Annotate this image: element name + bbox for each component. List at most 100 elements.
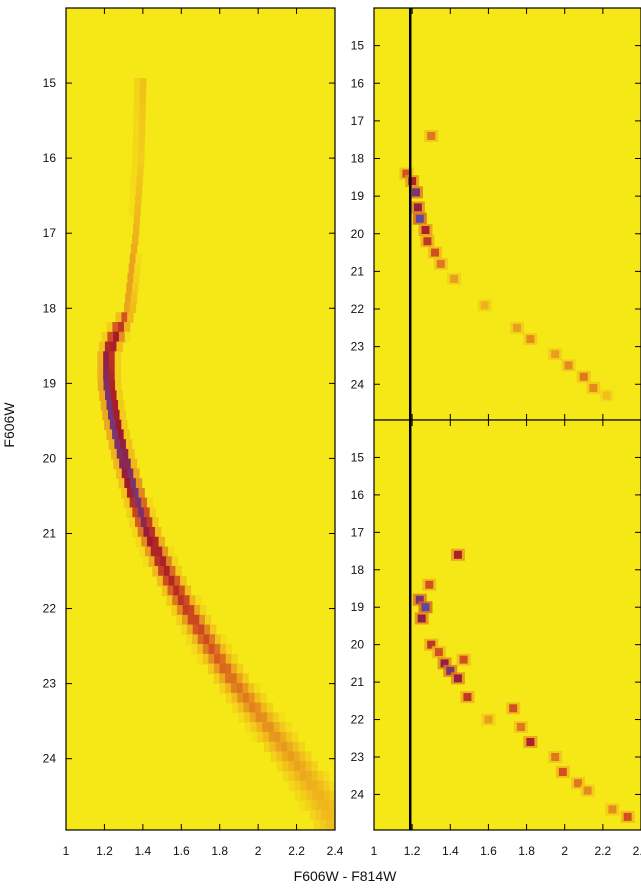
density-cell (108, 370, 116, 382)
density-cell (286, 731, 293, 743)
density-cell (564, 361, 573, 370)
density-cell (130, 175, 138, 187)
density-cell (131, 526, 139, 538)
y-tick-label: 23 (351, 750, 365, 764)
density-cell (280, 731, 287, 743)
density-cell (310, 800, 318, 811)
density-cell (113, 458, 120, 470)
density-cell (213, 663, 221, 675)
density-cell (171, 556, 179, 567)
y-tick-label: 22 (43, 602, 57, 616)
density-cell (202, 653, 209, 665)
density-cell (116, 468, 123, 479)
density-cell (123, 322, 131, 333)
density-cell (161, 585, 169, 597)
y-tick-label: 18 (351, 563, 365, 577)
density-cell (220, 634, 228, 645)
panel-top-right: 15 16 17 18 19 20 21 22 23 24 (351, 7, 641, 421)
density-cell (279, 722, 286, 733)
density-cell (129, 302, 137, 314)
density-cell (214, 653, 221, 665)
density-cell (402, 169, 411, 178)
density-cell (135, 253, 142, 265)
density-cell (298, 741, 305, 753)
density-cell (231, 653, 238, 665)
density-cell (114, 370, 122, 382)
density-cell (203, 634, 210, 645)
density-cell (152, 536, 160, 548)
density-cell (436, 259, 445, 268)
density-cell (415, 214, 424, 223)
density-cell (121, 487, 128, 499)
density-cell (225, 653, 233, 665)
density-cell (134, 204, 141, 216)
density-cell (135, 195, 142, 206)
plot-background (374, 420, 641, 830)
density-cell (152, 566, 159, 577)
density-cell (463, 693, 472, 702)
density-cell (130, 292, 138, 304)
density-cell (140, 517, 148, 528)
density-cell (139, 107, 146, 118)
density-cell (103, 380, 110, 392)
density-cell (129, 517, 136, 528)
density-cell (453, 550, 462, 559)
density-cell (125, 292, 132, 304)
density-cell (551, 752, 560, 761)
density-cell (244, 722, 252, 733)
density-cell (121, 312, 128, 323)
density-cell (311, 761, 318, 772)
density-cell (205, 614, 212, 626)
density-cell (513, 323, 522, 332)
density-cell (623, 812, 632, 821)
density-cell (179, 585, 186, 597)
density-cell (138, 136, 145, 148)
density-cell (299, 751, 306, 762)
density-cell (106, 429, 113, 440)
density-cell (526, 335, 535, 344)
density-cell (322, 800, 329, 811)
y-tick-label: 16 (43, 151, 57, 165)
density-cell (251, 731, 258, 743)
density-cell (103, 361, 110, 372)
density-cell (132, 507, 139, 519)
density-cell (312, 790, 319, 802)
density-cell (152, 517, 159, 528)
density-cell (319, 819, 327, 830)
plot-frame (373, 419, 641, 831)
density-cell (110, 448, 118, 460)
density-cell (129, 253, 137, 265)
density-cell (168, 575, 175, 587)
density-cell (446, 666, 455, 675)
density-cell (143, 507, 151, 519)
density-cell (104, 341, 112, 353)
density-cell (236, 683, 244, 694)
density-cell (415, 595, 424, 604)
density-cell (305, 751, 312, 762)
density-cell (133, 273, 140, 284)
density-cell (118, 478, 125, 489)
y-tick-label: 21 (43, 526, 57, 540)
density-cell (115, 312, 122, 323)
density-cell (344, 810, 350, 821)
density-cell (146, 517, 153, 528)
density-cell (328, 800, 335, 811)
y-tick-label: 16 (351, 488, 365, 502)
density-cell (127, 468, 134, 479)
density-cell (192, 624, 200, 636)
y-tick-label: 17 (351, 525, 365, 539)
density-cell (238, 712, 245, 723)
density-cell (602, 391, 611, 400)
density-cell (138, 146, 145, 157)
density-cell (116, 390, 123, 401)
density-cell (249, 702, 256, 714)
density-cell (317, 780, 325, 792)
density-cell (551, 350, 560, 359)
density-cell (175, 566, 182, 577)
x-tick-label: 1.4 (135, 844, 152, 858)
density-cell (133, 97, 141, 109)
density-cell (118, 331, 126, 343)
density-cell (317, 770, 324, 782)
density-cell (219, 683, 226, 694)
density-cell (127, 273, 134, 284)
